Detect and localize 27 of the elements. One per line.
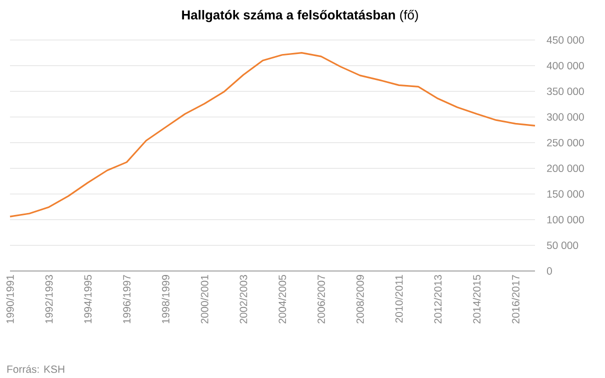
y-tick-label: 300 000 [546,113,584,121]
x-tick-label: 2004/2005 [278,274,286,324]
x-tick-label: 2000/2001 [200,275,208,324]
x-tick-label: 1994/1995 [84,274,92,324]
x-tick-label: 2008/2009 [356,275,364,324]
text: Forrás: KSH [7,365,64,373]
y-tick-label: 100 000 [547,216,584,224]
x-tick-label: 2002/2003 [240,274,248,324]
chart-title: Hallgatók száma a felsőoktatásban (fő) [182,10,418,22]
x-tick-label: 2006/2007 [317,275,325,324]
y-tick-label: 0 [546,267,552,275]
x-tick-label: 2016/2017 [512,275,520,324]
y-tick-label: 400 000 [546,62,584,70]
y-tick-label: 150 000 [547,190,584,198]
y-tick-label: 50 000 [546,242,578,250]
x-tick-label: 1998/1999 [162,275,170,324]
y-tick-label: 450 000 [546,36,584,44]
x-tick-label: 1996/1997 [122,275,131,324]
x-tick-label: 2010/2011 [395,275,403,323]
line-series [9,52,536,218]
x-tick-label: 2014/2015 [472,274,481,324]
x-tick-label: 2012/2013 [434,274,442,324]
x-tick-label: 1992/1993 [45,274,53,324]
y-tick-label: 350 000 [546,88,584,96]
y-tick-label: 250 000 [547,138,584,146]
x-tick-label: 1990/1991 [6,275,14,324]
y-tick-label: 200 000 [547,164,584,172]
